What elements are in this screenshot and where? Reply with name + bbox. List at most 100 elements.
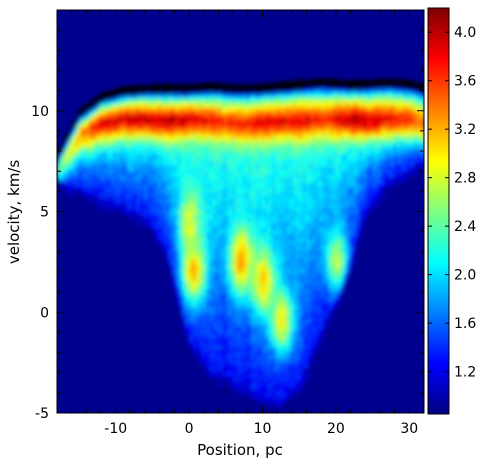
colorbar-segment — [428, 99, 449, 103]
colorbar-segment — [428, 326, 449, 330]
colorbar-segment — [428, 245, 449, 249]
colorbar-segment — [428, 55, 449, 59]
colorbar-segment — [428, 356, 449, 360]
colorbar-segment — [428, 238, 449, 242]
colorbar-segment — [428, 377, 449, 381]
colorbar-segment — [428, 15, 449, 19]
y-tick-label: -5 — [35, 406, 49, 422]
colorbar-segment — [428, 11, 449, 15]
colorbar-segment — [428, 66, 449, 70]
colorbar-segment — [428, 167, 449, 171]
colorbar-segment — [428, 62, 449, 66]
colorbar-segment — [428, 150, 449, 154]
colorbar-segment — [428, 204, 449, 208]
colorbar-segment — [428, 18, 449, 22]
colorbar-segment — [428, 76, 449, 80]
x-tick-label: -10 — [104, 421, 127, 437]
colorbar-segment — [428, 262, 449, 266]
colorbar-segment — [428, 252, 449, 256]
colorbar-segment — [428, 282, 449, 286]
colorbar-segment — [428, 52, 449, 56]
colorbar-segment — [428, 160, 449, 164]
colorbar-segment — [428, 194, 449, 198]
colorbar-segment — [428, 184, 449, 188]
colorbar-segment — [428, 174, 449, 178]
colorbar-segment — [428, 400, 449, 404]
colorbar-segment — [428, 407, 449, 411]
colorbar-segment — [428, 69, 449, 73]
colorbar-segment — [428, 279, 449, 283]
colorbar-segment — [428, 181, 449, 185]
x-axis-label: Position, pc — [197, 441, 283, 459]
colorbar-segment — [428, 272, 449, 276]
colorbar-segment — [428, 113, 449, 117]
colorbar-segment — [428, 106, 449, 110]
colorbar-segment — [428, 367, 449, 371]
colorbar-segment — [428, 140, 449, 144]
colorbar-tick-label: 2.8 — [454, 171, 476, 187]
colorbar-segment — [428, 265, 449, 269]
x-tick-label: 30 — [400, 421, 418, 437]
y-tick-label: 0 — [40, 305, 49, 321]
colorbar-segment — [428, 285, 449, 289]
colorbar-tick-label: 2.0 — [454, 268, 476, 284]
colorbar-segment — [428, 126, 449, 130]
colorbar-segment — [428, 120, 449, 124]
colorbar-segment — [428, 38, 449, 42]
colorbar-segment — [428, 343, 449, 347]
colorbar-segment — [428, 157, 449, 161]
colorbar-segment — [428, 302, 449, 306]
colorbar-tick-label: 1.6 — [454, 316, 476, 332]
colorbar-segment — [428, 360, 449, 364]
colorbar-segment — [428, 123, 449, 127]
colorbar-segment — [428, 319, 449, 323]
colorbar-segment — [428, 28, 449, 32]
colorbar-segment — [428, 235, 449, 239]
colorbar-segment — [428, 35, 449, 39]
colorbar-segment — [428, 299, 449, 303]
colorbar-segment — [428, 269, 449, 273]
colorbar-segment — [428, 42, 449, 46]
colorbar-segment — [428, 394, 449, 398]
x-tick-label: 0 — [185, 421, 194, 437]
colorbar-segment — [428, 86, 449, 90]
colorbar-segment — [428, 221, 449, 225]
colorbar-segment — [428, 333, 449, 337]
colorbar-segment — [428, 306, 449, 310]
colorbar-segment — [428, 292, 449, 296]
colorbar-segment — [428, 390, 449, 394]
colorbar-segment — [428, 218, 449, 222]
colorbar-segment — [428, 346, 449, 350]
colorbar-tick-label: 3.2 — [454, 122, 476, 138]
colorbar-segment — [428, 22, 449, 26]
colorbar-segment — [428, 384, 449, 388]
y-tick-label: 10 — [31, 104, 49, 120]
colorbar-segment — [428, 201, 449, 205]
colorbar-segment — [428, 164, 449, 168]
colorbar-segment — [428, 228, 449, 232]
x-tick-label: 20 — [327, 421, 345, 437]
colorbar-segment — [428, 258, 449, 262]
colorbar-segment — [428, 82, 449, 86]
colorbar-segment — [428, 137, 449, 141]
colorbar-segment — [428, 329, 449, 333]
colorbar-segment — [428, 187, 449, 191]
colorbar-segment — [428, 296, 449, 300]
colorbar-segment — [428, 316, 449, 320]
colorbar-segment — [428, 133, 449, 137]
colorbar-segment — [428, 363, 449, 367]
colorbar-segment — [428, 248, 449, 252]
colorbar-segment — [428, 241, 449, 245]
colorbar-segment — [428, 309, 449, 313]
colorbar-segment — [428, 350, 449, 354]
colorbar-segment — [428, 49, 449, 53]
colorbar-tick-label: 3.6 — [454, 74, 476, 90]
colorbar-segment — [428, 211, 449, 215]
x-tick-label: 10 — [254, 421, 272, 437]
colorbar-segment — [428, 404, 449, 408]
colorbar-segment — [428, 110, 449, 114]
colorbar-segment — [428, 373, 449, 377]
colorbar-segment — [428, 116, 449, 120]
